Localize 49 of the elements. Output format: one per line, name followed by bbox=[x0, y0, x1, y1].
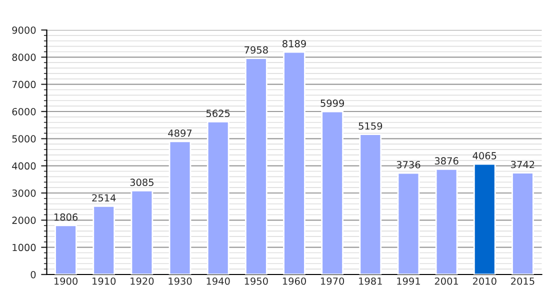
bar bbox=[54, 224, 77, 274]
data-label: 3736 bbox=[396, 160, 420, 168]
y-tick-label: 6000 bbox=[12, 108, 36, 116]
data-label: 3742 bbox=[511, 160, 534, 168]
y-tick-label: 5000 bbox=[12, 135, 36, 142]
x-tick-label: 1920 bbox=[130, 277, 154, 285]
bar bbox=[168, 140, 192, 274]
y-tick-label: 9000 bbox=[12, 26, 36, 34]
data-label: 5159 bbox=[358, 122, 382, 130]
data-label: 1806 bbox=[54, 213, 78, 221]
bar bbox=[397, 172, 420, 274]
x-tick-label: 1910 bbox=[92, 277, 116, 285]
bar bbox=[359, 134, 382, 274]
bar bbox=[283, 51, 306, 274]
x-tick-label: 1940 bbox=[206, 277, 230, 285]
x-tick-label: 1991 bbox=[397, 277, 420, 285]
data-label: 3085 bbox=[130, 178, 154, 186]
bar bbox=[512, 172, 534, 274]
x-tick-label: 1981 bbox=[359, 277, 382, 285]
x-tick-label: 2015 bbox=[511, 277, 534, 285]
data-label: 5999 bbox=[320, 100, 344, 107]
x-tick-label: 1950 bbox=[244, 277, 268, 285]
data-label: 3876 bbox=[434, 157, 458, 165]
y-tick-label: 1000 bbox=[12, 244, 36, 252]
x-tick-label: 1930 bbox=[168, 277, 192, 285]
bar bbox=[245, 58, 268, 274]
bar bbox=[92, 206, 116, 274]
x-tick-label: 1900 bbox=[54, 277, 78, 285]
data-label: 8189 bbox=[282, 40, 306, 48]
x-tick-label: 2001 bbox=[434, 277, 458, 285]
y-tick-label: 4000 bbox=[12, 162, 36, 170]
data-label: 4897 bbox=[168, 129, 192, 137]
bar bbox=[130, 190, 154, 274]
y-tick-label: 2000 bbox=[12, 216, 36, 224]
y-tick-label: 3000 bbox=[12, 189, 36, 197]
bar bbox=[473, 163, 496, 274]
y-tick-label: 0 bbox=[30, 270, 36, 278]
bar bbox=[206, 120, 230, 274]
x-tick-label: 1960 bbox=[282, 277, 306, 285]
x-tick-label: 2010 bbox=[472, 277, 496, 285]
bar bbox=[321, 110, 344, 274]
y-tick-label: 7000 bbox=[12, 80, 36, 88]
data-label: 5625 bbox=[206, 110, 230, 118]
data-label: 7958 bbox=[244, 46, 268, 54]
data-label: 4065 bbox=[472, 152, 496, 160]
x-tick-label: 1970 bbox=[321, 277, 344, 285]
data-label: 2514 bbox=[92, 194, 116, 202]
bar bbox=[435, 168, 458, 274]
y-tick-label: 8000 bbox=[12, 54, 36, 61]
